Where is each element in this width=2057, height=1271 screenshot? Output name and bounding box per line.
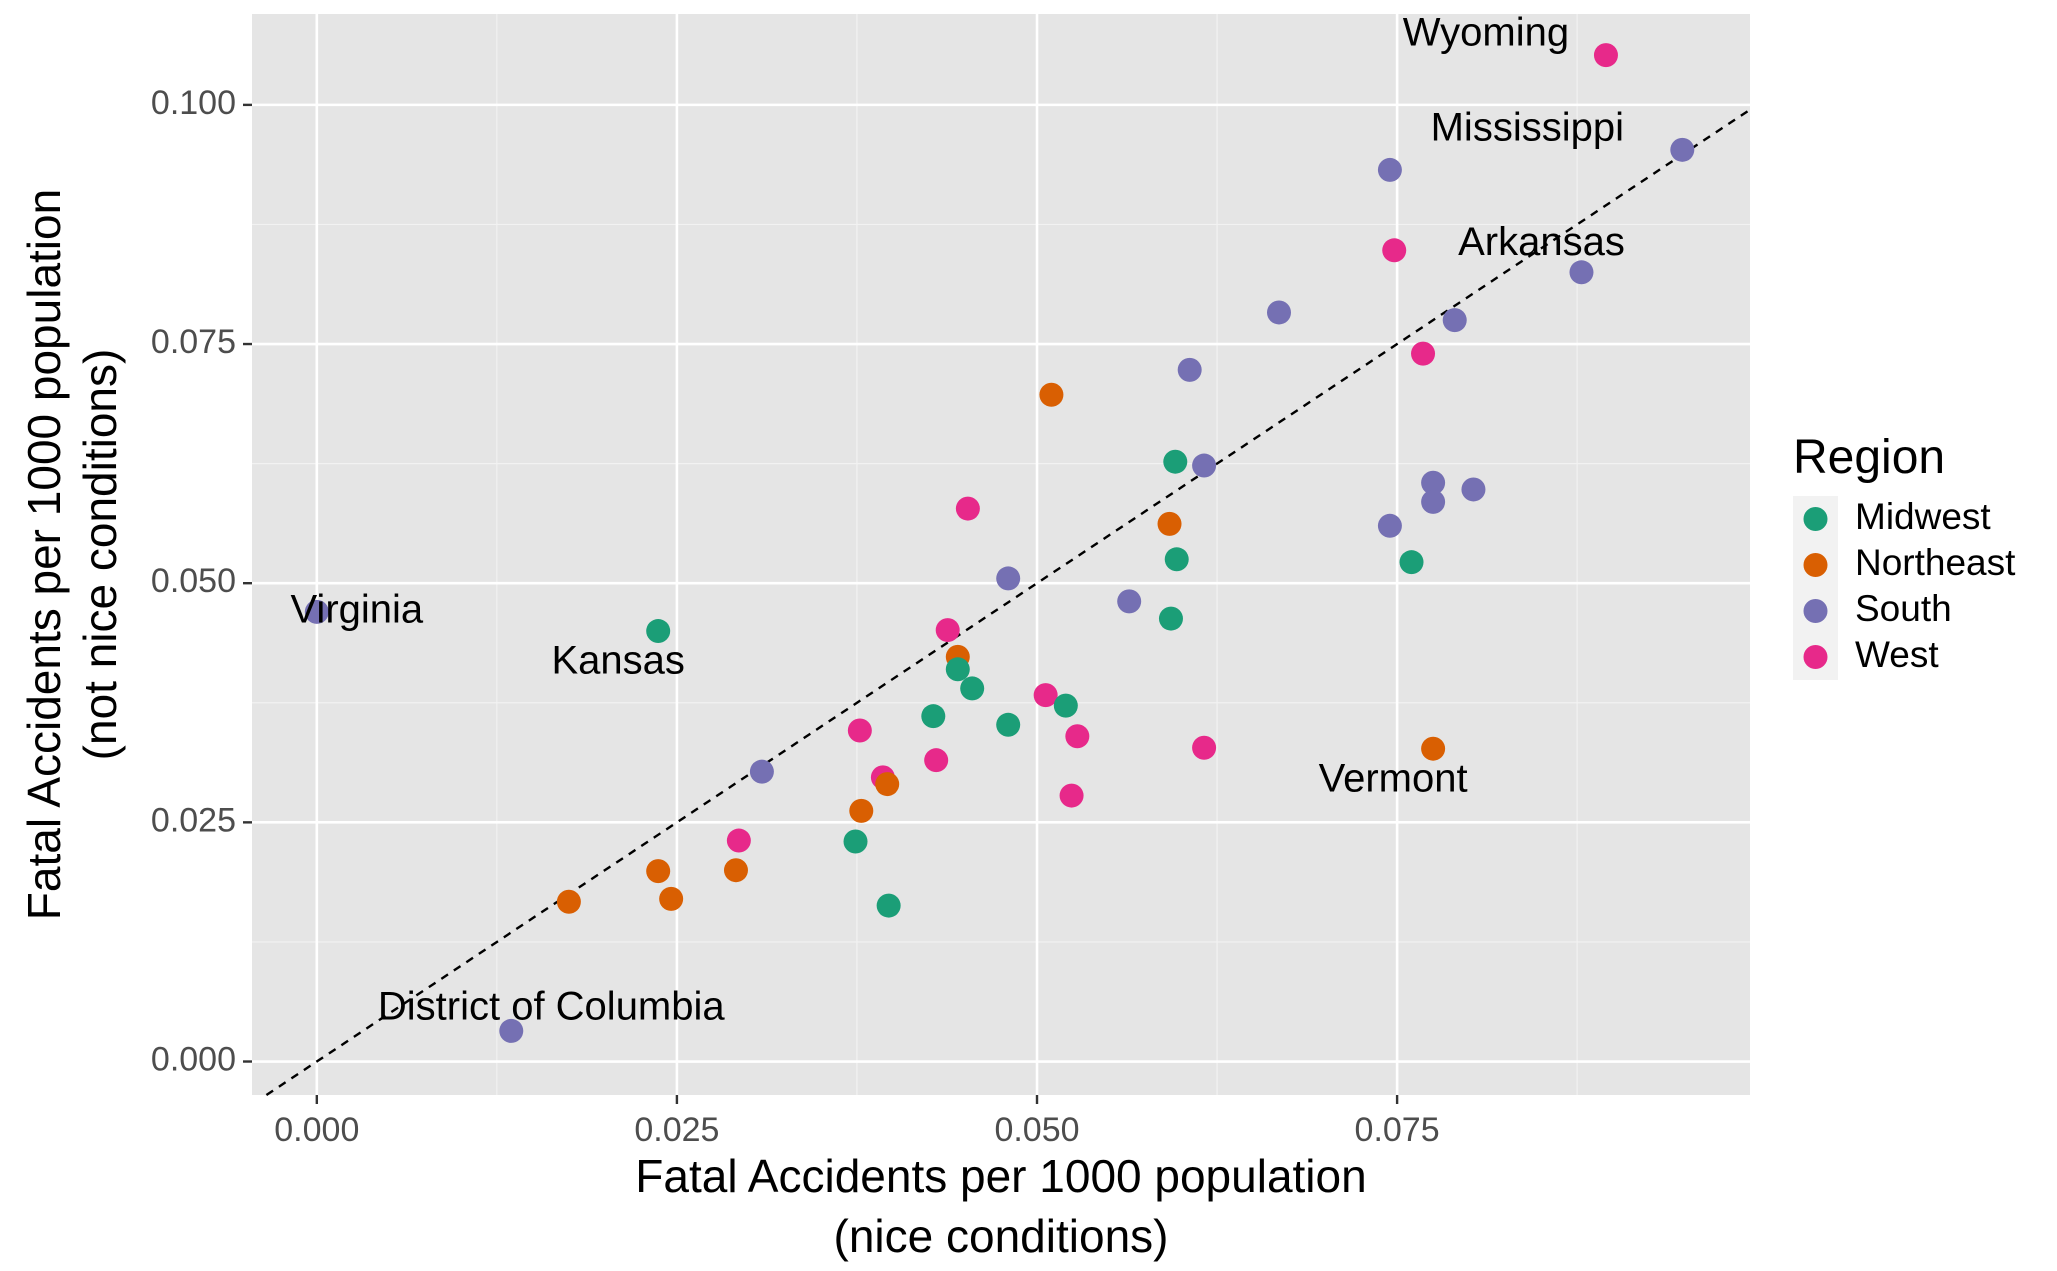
y-axis: 0.000 0.025 0.050 0.075 0.100 bbox=[151, 84, 252, 1079]
point-vermont bbox=[1421, 736, 1446, 761]
point-label-virginia: Virginia bbox=[290, 587, 423, 631]
point-south-25 bbox=[1117, 589, 1142, 614]
y-tick-label: 0.075 bbox=[151, 323, 236, 361]
minor-gridlines bbox=[252, 14, 1750, 1095]
point-label-district-of-columbia: District of Columbia bbox=[378, 984, 726, 1028]
point-south-12 bbox=[1177, 357, 1202, 382]
point-label-arkansas: Arkansas bbox=[1458, 220, 1625, 264]
point-wyoming bbox=[1593, 43, 1618, 68]
point-midwest-50 bbox=[876, 893, 901, 918]
legend-label-south: South bbox=[1855, 588, 1952, 629]
legend-swatch-northeast bbox=[1803, 553, 1828, 577]
point-northeast-46 bbox=[646, 859, 671, 884]
legend: Region Midwest Northeast South West bbox=[1793, 431, 2016, 680]
point-virginia bbox=[304, 599, 329, 624]
point-south-21 bbox=[1377, 513, 1402, 538]
point-midwest-23 bbox=[1399, 550, 1424, 575]
y-axis-title-line-1: Fatal Accidents per 1000 population bbox=[18, 189, 70, 920]
plot-panel bbox=[252, 14, 1750, 1095]
point-south-39 bbox=[749, 759, 774, 784]
y-tick-label: 0.000 bbox=[151, 1041, 236, 1079]
point-west-38 bbox=[924, 748, 949, 773]
point-northeast-47 bbox=[723, 858, 748, 883]
point-west-37 bbox=[1192, 735, 1217, 760]
point-south-17 bbox=[1461, 477, 1486, 502]
point-mississippi bbox=[1670, 137, 1695, 162]
point-south-9 bbox=[1266, 300, 1291, 325]
y-tick-label: 0.025 bbox=[151, 801, 236, 839]
reference-line-y-equals-x bbox=[265, 108, 1751, 1096]
y-axis-title-line-2: (not nice conditions) bbox=[74, 349, 126, 761]
point-label-kansas: Kansas bbox=[551, 639, 684, 683]
point-west-31 bbox=[1033, 683, 1058, 708]
legend-swatch-south bbox=[1803, 599, 1828, 623]
point-south-15 bbox=[1192, 453, 1217, 478]
point-label-vermont: Vermont bbox=[1319, 756, 1468, 800]
legend-swatch-west bbox=[1803, 645, 1828, 669]
x-axis-title-line-1: Fatal Accidents per 1000 population bbox=[635, 1150, 1366, 1202]
point-south-16 bbox=[1421, 470, 1446, 495]
point-midwest-30 bbox=[960, 676, 985, 701]
point-northeast-49 bbox=[659, 886, 684, 911]
point-midwest-34 bbox=[996, 712, 1021, 737]
point-northeast-20 bbox=[1157, 511, 1182, 536]
point-south-10 bbox=[1442, 308, 1467, 333]
major-gridlines bbox=[252, 14, 1750, 1095]
point-midwest-32 bbox=[1053, 693, 1078, 718]
x-axis-title-line-2: (nice conditions) bbox=[834, 1210, 1169, 1262]
legend-title: Region bbox=[1793, 431, 1945, 484]
point-midwest-26 bbox=[1158, 606, 1183, 631]
point-arkansas bbox=[1569, 260, 1594, 285]
legend-label-northeast: Northeast bbox=[1855, 542, 2016, 583]
data-points bbox=[304, 43, 1695, 1043]
x-axis: 0.000 0.025 0.050 0.075 bbox=[274, 1095, 1440, 1149]
point-west-44 bbox=[726, 828, 751, 853]
point-kansas bbox=[646, 619, 671, 644]
point-midwest-33 bbox=[921, 704, 946, 729]
point-midwest-22 bbox=[1164, 547, 1189, 572]
point-west-42 bbox=[1059, 783, 1084, 808]
legend-label-midwest: Midwest bbox=[1855, 496, 1991, 537]
point-south-7 bbox=[1377, 157, 1402, 182]
point-midwest-29 bbox=[945, 657, 970, 682]
point-west-11 bbox=[1411, 341, 1436, 366]
point-south-24 bbox=[996, 566, 1021, 591]
point-northeast-43 bbox=[849, 798, 874, 823]
point-northeast-13 bbox=[1039, 382, 1064, 407]
point-labels: Wyoming Mississippi Arkansas Virginia Kansas… bbox=[290, 11, 1624, 1029]
x-tick-label: 0.050 bbox=[994, 1111, 1079, 1149]
point-west-27 bbox=[935, 618, 960, 643]
point-west-35 bbox=[847, 718, 872, 743]
legend-swatch-midwest bbox=[1803, 507, 1828, 531]
point-west-19 bbox=[955, 496, 980, 521]
y-tick-label: 0.100 bbox=[151, 84, 236, 122]
point-west-8 bbox=[1382, 238, 1407, 263]
y-tick-label: 0.050 bbox=[151, 562, 236, 600]
x-tick-label: 0.025 bbox=[634, 1111, 719, 1149]
point-midwest-14 bbox=[1163, 449, 1188, 474]
point-south-18 bbox=[1421, 489, 1446, 514]
point-label-mississippi: Mississippi bbox=[1431, 105, 1624, 149]
legend-label-west: West bbox=[1855, 634, 1939, 675]
point-northeast-48 bbox=[556, 889, 581, 914]
x-tick-label: 0.075 bbox=[1355, 1111, 1440, 1149]
x-tick-label: 0.000 bbox=[274, 1111, 359, 1149]
point-label-wyoming: Wyoming bbox=[1403, 11, 1569, 55]
point-northeast-41 bbox=[875, 772, 900, 797]
point-midwest-45 bbox=[843, 829, 868, 854]
point-district-of-columbia bbox=[499, 1018, 524, 1043]
point-west-36 bbox=[1065, 724, 1090, 749]
